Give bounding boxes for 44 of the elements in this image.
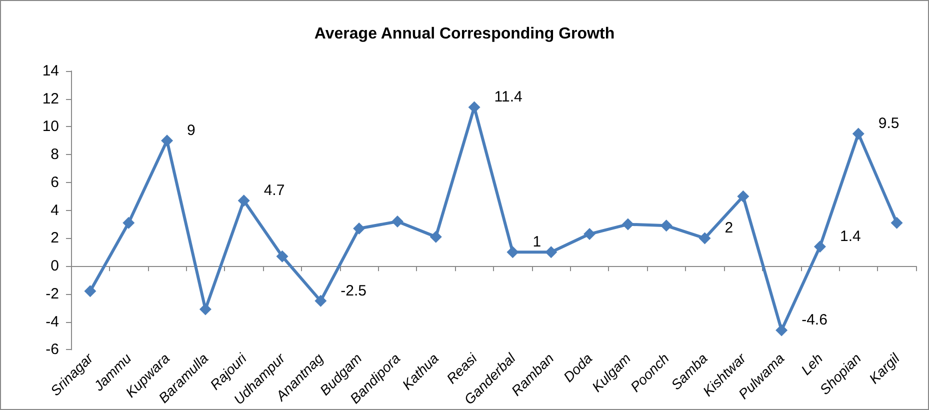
y-tick-label: 2 [50,230,59,247]
point [622,218,634,230]
point [314,294,327,307]
point [430,230,442,243]
point [353,222,366,234]
point [161,134,174,147]
point [122,216,135,229]
point [584,228,596,240]
point [890,216,903,229]
point [391,215,404,228]
point [660,220,672,232]
point [545,246,558,258]
point [199,303,212,316]
data-label: 9 [187,122,196,140]
data-label: 4.7 [264,182,285,200]
data-label: 2 [724,220,734,237]
data-label: 1.4 [840,228,861,246]
data-label: -4.6 [802,312,828,329]
data-label: -2.5 [340,282,367,300]
point [506,246,519,258]
chart-title: Average Annual Corresponding Growth [314,26,615,42]
point [698,232,711,244]
point [852,128,864,140]
y-tick-label: 10 [42,118,59,136]
point [776,324,788,336]
data-label: 11.4 [494,88,522,106]
y-tick-label: 8 [50,146,59,164]
x-tick-label: Leh [798,350,826,378]
y-tick-label: -6 [46,341,59,358]
y-tick-label: 4 [50,202,59,219]
point [238,194,250,207]
point [468,101,480,114]
y-tick-label: 12 [42,90,59,108]
y-tick-label: 0 [50,258,59,275]
y-tick-label: -2 [46,285,59,302]
y-tick-label: 14 [42,62,59,80]
point [276,250,288,262]
y-tick-label: -4 [46,313,59,330]
data-label: 9.5 [878,115,900,132]
point [814,240,826,253]
y-tick-label: 6 [50,174,59,191]
point [84,285,96,298]
point [737,190,750,202]
data-label: 1 [532,234,542,251]
